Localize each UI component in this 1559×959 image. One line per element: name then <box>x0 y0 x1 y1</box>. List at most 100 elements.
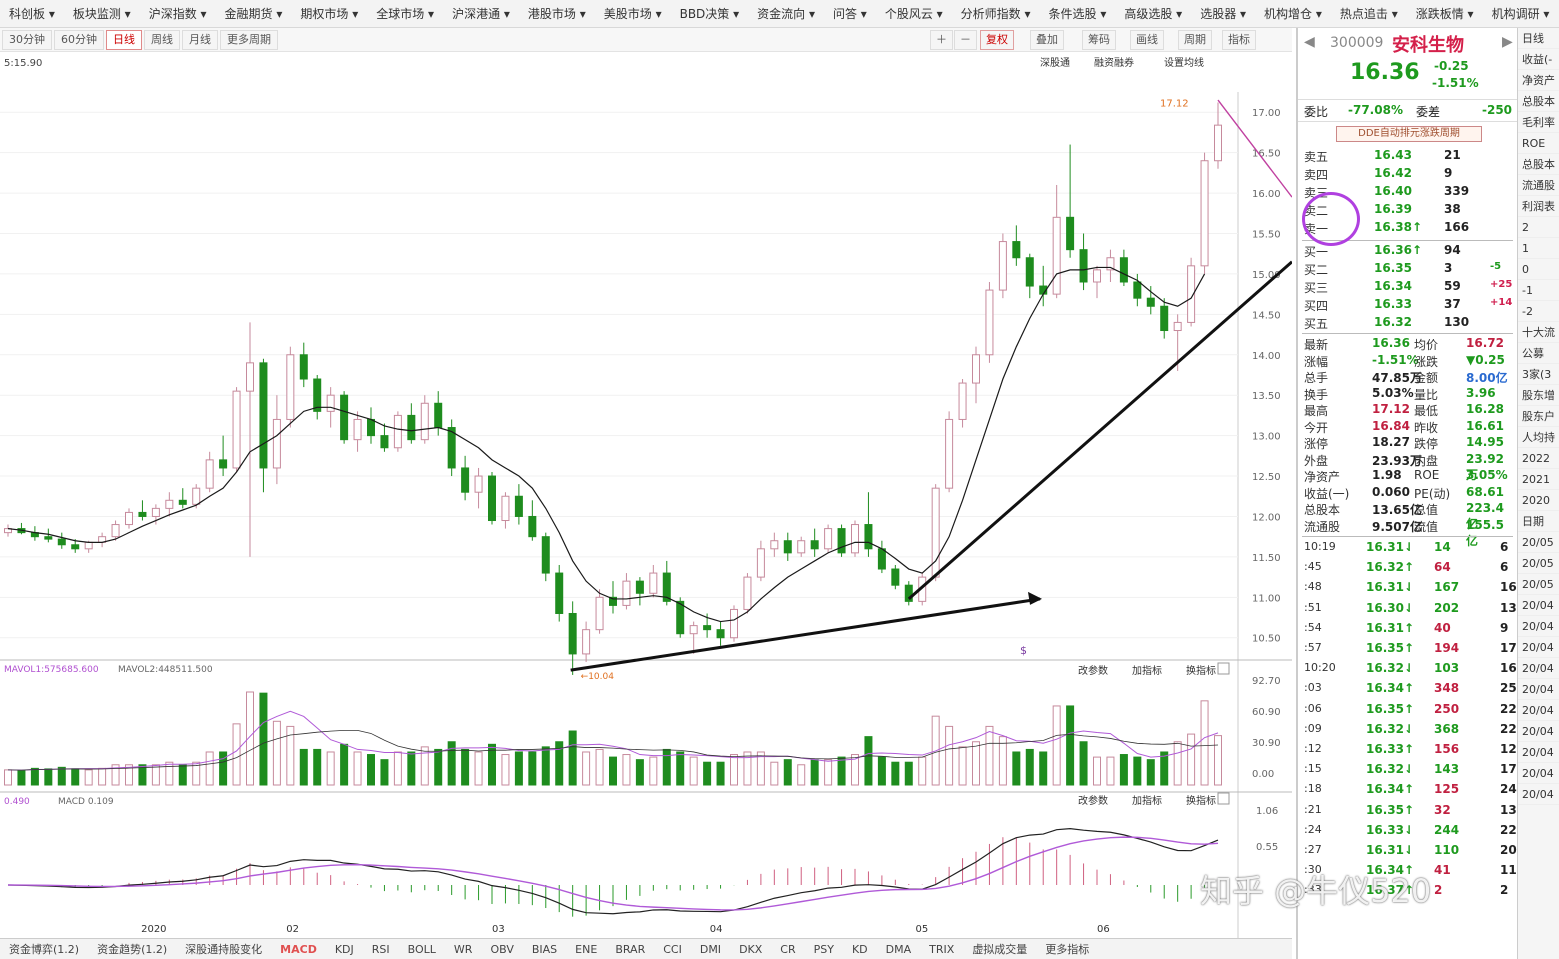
menu-item-14[interactable]: 条件选股 ▾ <box>1048 7 1107 21</box>
menu-item-11[interactable]: 问答 ▾ <box>832 7 867 21</box>
f10-item[interactable]: 3家(3 <box>1518 364 1559 385</box>
f10-item[interactable]: 20/04 <box>1518 742 1559 763</box>
dde-banner[interactable]: DDE自动排元涨跌周期 <box>1336 126 1482 142</box>
f10-item[interactable]: 20/04 <box>1518 679 1559 700</box>
f10-item[interactable]: 总股本 <box>1518 91 1559 112</box>
indicator-tab-12[interactable]: CCI <box>663 942 682 956</box>
menu-item-16[interactable]: 选股器 ▾ <box>1200 7 1247 21</box>
menu-item-1[interactable]: 板块监测 ▾ <box>72 7 131 21</box>
menu-item-15[interactable]: 高级选股 ▾ <box>1124 7 1183 21</box>
indicator-tab-1[interactable]: 资金趋势(1.2) <box>97 943 168 956</box>
panel-close-icon[interactable] <box>1217 792 1230 805</box>
f10-item[interactable]: 20/05 <box>1518 574 1559 595</box>
f10-item[interactable]: 20/04 <box>1518 595 1559 616</box>
f10-item[interactable]: 1 <box>1518 238 1559 259</box>
indicator-tab-17[interactable]: KD <box>851 942 868 956</box>
indicator-tab-18[interactable]: DMA <box>885 942 912 956</box>
sell-row[interactable]: 卖三 16.40 339 <box>1304 184 1513 201</box>
chart-header-button-1[interactable]: 融资融券 <box>1094 56 1134 69</box>
f10-item[interactable]: 日期 <box>1518 511 1559 532</box>
menu-item-13[interactable]: 分析师指数 ▾ <box>960 7 1031 21</box>
f10-item[interactable]: 2 <box>1518 217 1559 238</box>
period-tab-3[interactable]: 周线 <box>144 29 180 50</box>
f10-item[interactable]: 收益(- <box>1518 49 1559 70</box>
period-tab-5[interactable]: 更多周期 <box>220 29 278 50</box>
chart-header-button-0[interactable]: 深股通 <box>1040 57 1070 69</box>
f10-item[interactable]: 20/04 <box>1518 637 1559 658</box>
indicator-tab-4[interactable]: KDJ <box>334 942 354 956</box>
sell-row[interactable]: 卖四 16.42 9 <box>1304 166 1513 183</box>
buy-row[interactable]: 买四 16.33 37 +14 <box>1304 297 1513 314</box>
menu-item-4[interactable]: 期权市场 ▾ <box>300 7 359 21</box>
indicator-tab-7[interactable]: WR <box>453 942 473 956</box>
panel-button-2[interactable]: 换指标 <box>1186 794 1216 807</box>
f10-item[interactable]: 20/04 <box>1518 784 1559 805</box>
f10-item[interactable]: 总股本 <box>1518 154 1559 175</box>
buy-row[interactable]: 买五 16.32 130 <box>1304 315 1513 332</box>
menu-item-20[interactable]: 机构调研 ▾ <box>1491 7 1550 21</box>
panel-button-2[interactable]: 换指标 <box>1186 664 1216 677</box>
f10-item[interactable]: 毛利率 <box>1518 112 1559 133</box>
menu-item-8[interactable]: 美股市场 ▾ <box>603 7 662 21</box>
f10-item[interactable]: 人均持 <box>1518 427 1559 448</box>
f10-item[interactable]: 日线 <box>1518 28 1559 49</box>
f10-item[interactable]: 十大流 <box>1518 322 1559 343</box>
panel-button-0[interactable]: 改参数 <box>1078 664 1108 677</box>
menu-item-6[interactable]: 沪深港通 ▾ <box>452 7 510 21</box>
f10-item[interactable]: 2021 <box>1518 469 1559 490</box>
indicator-tab-5[interactable]: RSI <box>371 942 390 956</box>
indicator-tab-20[interactable]: 虚拟成交量 <box>972 943 1028 956</box>
f10-item[interactable]: 股东户 <box>1518 406 1559 427</box>
f10-item[interactable]: 20/04 <box>1518 721 1559 742</box>
panel-button-1[interactable]: 加指标 <box>1132 664 1162 677</box>
toolbar-button-1[interactable]: － <box>954 30 977 50</box>
f10-item[interactable]: 利润表 <box>1518 196 1559 217</box>
panel-button-0[interactable]: 改参数 <box>1078 794 1108 807</box>
prev-stock-icon[interactable]: ◀ <box>1304 34 1315 50</box>
indicator-tab-2[interactable]: 深股通持股变化 <box>185 943 263 956</box>
menu-item-2[interactable]: 沪深指数 ▾ <box>148 7 207 21</box>
f10-item[interactable]: 2022 <box>1518 448 1559 469</box>
f10-item[interactable]: 20/04 <box>1518 616 1559 637</box>
menu-item-5[interactable]: 全球市场 ▾ <box>376 7 435 21</box>
indicator-tab-14[interactable]: DKX <box>739 942 763 956</box>
menu-item-10[interactable]: 资金流向 ▾ <box>757 7 815 21</box>
indicator-tab-19[interactable]: TRIX <box>929 942 955 956</box>
menu-item-18[interactable]: 热点追击 ▾ <box>1339 7 1398 21</box>
period-tab-0[interactable]: 30分钟 <box>2 29 52 50</box>
f10-item[interactable]: 20/05 <box>1518 553 1559 574</box>
toolbar-button-7[interactable]: 指标 <box>1222 30 1256 50</box>
toolbar-button-4[interactable]: 筹码 <box>1082 30 1116 50</box>
period-tab-4[interactable]: 月线 <box>182 29 218 50</box>
menu-item-12[interactable]: 个股风云 ▾ <box>884 7 943 21</box>
menu-item-9[interactable]: BBD决策 ▾ <box>679 7 740 21</box>
indicator-tab-11[interactable]: BRAR <box>615 942 646 956</box>
indicator-tab-10[interactable]: ENE <box>575 942 598 956</box>
next-stock-icon[interactable]: ▶ <box>1502 34 1513 50</box>
indicator-tab-3[interactable]: MACD <box>280 942 317 956</box>
toolbar-button-3[interactable]: 叠加 <box>1030 30 1064 50</box>
toolbar-button-5[interactable]: 画线 <box>1130 30 1164 50</box>
toolbar-button-2[interactable]: 复权 <box>980 30 1014 50</box>
menu-item-0[interactable]: 科创板 ▾ <box>9 7 55 21</box>
indicator-tab-15[interactable]: CR <box>780 942 796 956</box>
menu-item-19[interactable]: 涨跌板情 ▾ <box>1415 7 1474 21</box>
menu-item-7[interactable]: 港股市场 ▾ <box>527 7 586 21</box>
toolbar-button-6[interactable]: 周期 <box>1178 30 1212 50</box>
panel-button-1[interactable]: 加指标 <box>1132 794 1162 807</box>
f10-item[interactable]: 股东增 <box>1518 385 1559 406</box>
indicator-tab-9[interactable]: BIAS <box>531 942 558 956</box>
period-tab-2[interactable]: 日线 <box>106 29 142 50</box>
indicator-tab-16[interactable]: PSY <box>813 942 834 956</box>
indicator-tab-0[interactable]: 资金博弈(1.2) <box>9 943 80 956</box>
sell-row[interactable]: 卖五 16.43 21 <box>1304 148 1513 165</box>
f10-item[interactable]: 公募 <box>1518 343 1559 364</box>
f10-item[interactable]: -1 <box>1518 280 1559 301</box>
f10-item[interactable]: 20/04 <box>1518 763 1559 784</box>
period-tab-1[interactable]: 60分钟 <box>54 29 104 50</box>
f10-item[interactable]: 流通股 <box>1518 175 1559 196</box>
f10-item[interactable]: -2 <box>1518 301 1559 322</box>
indicator-tab-13[interactable]: DMI <box>699 942 722 956</box>
panel-close-icon[interactable] <box>1217 662 1230 675</box>
f10-item[interactable]: 0 <box>1518 259 1559 280</box>
